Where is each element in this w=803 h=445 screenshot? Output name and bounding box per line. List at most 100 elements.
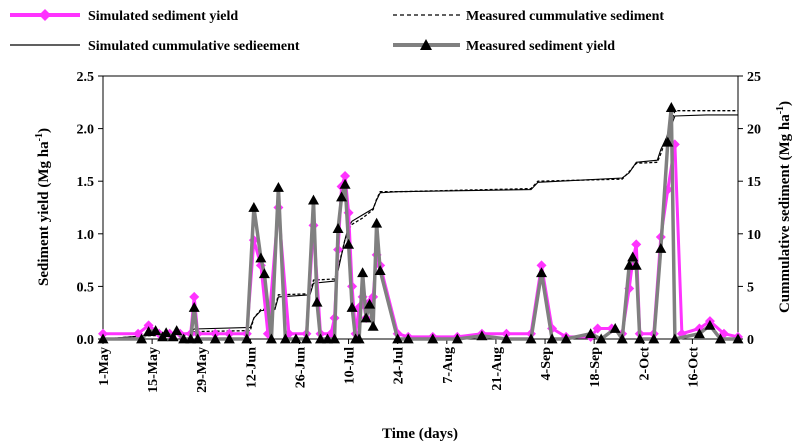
measured-yield-point bbox=[346, 301, 358, 312]
y-right-tick-label: 25 bbox=[747, 70, 761, 85]
x-tick-label: 21-Aug bbox=[490, 347, 505, 391]
triangle-icon bbox=[420, 39, 432, 50]
measured-yield-point bbox=[665, 102, 677, 112]
measured-yield-point bbox=[279, 333, 291, 344]
measured-yield-point bbox=[315, 333, 327, 344]
x-tick-label: 12-Jun bbox=[244, 347, 259, 388]
measured-yield-point bbox=[560, 333, 572, 344]
measured-yield-point bbox=[336, 191, 348, 202]
measured-yield-point bbox=[500, 333, 512, 344]
measured-yield-point bbox=[188, 301, 200, 312]
y-left-tick-label: 1.0 bbox=[77, 228, 95, 243]
x-tick-label: 1-May bbox=[97, 347, 112, 386]
y-left-tick-label: 1.5 bbox=[77, 175, 95, 190]
x-axis-title: Time (days) bbox=[382, 426, 458, 442]
simulated-yield-point bbox=[143, 320, 154, 331]
measured-yield-point bbox=[655, 243, 667, 253]
measured-yield-point bbox=[322, 333, 334, 344]
x-tick-label: 2-Oct bbox=[637, 347, 652, 381]
simulated-yield-point bbox=[340, 170, 351, 181]
legend-item-simulated-cumulative: Simulated cummulative sedieement bbox=[10, 39, 300, 54]
y-left-tick-label: 2.5 bbox=[77, 70, 95, 85]
x-tick-label: 24-Jul bbox=[392, 347, 407, 384]
y-axis-right-title: Cummulative sediment (Mg ha-1) bbox=[775, 101, 793, 313]
measured-yield-point bbox=[360, 312, 372, 323]
measured-yield-point bbox=[374, 265, 386, 276]
plot-area bbox=[102, 75, 739, 340]
measured-yield-point bbox=[167, 331, 179, 342]
measured-yield-point bbox=[648, 333, 660, 344]
measured-yield-point bbox=[357, 267, 369, 278]
measured-yield-point bbox=[525, 333, 537, 344]
measured-yield-point bbox=[255, 252, 267, 263]
axis-ticks: 0.0 0.5 1.0 1.5 2.0 2.5 0 5 10 15 20 25 1-May 15-May 2… bbox=[77, 70, 762, 393]
legend-item-measured-yield: Measured sediment yield bbox=[393, 39, 615, 54]
y-right-tick-label: 10 bbox=[747, 228, 761, 243]
simulated-yield-point bbox=[536, 260, 547, 271]
measured-yield-point bbox=[623, 259, 635, 270]
legend-item-measured-cumulative: Measured cummulative sediment bbox=[393, 9, 664, 24]
measured-yield-point bbox=[272, 182, 284, 192]
measured-yield-point bbox=[536, 267, 548, 278]
simulated-yield-line bbox=[103, 142, 739, 339]
x-tick-label: 26-Jun bbox=[293, 347, 308, 388]
simulated-yield-point bbox=[631, 239, 642, 250]
legend-item-simulated-sediment-yield: Simulated sediment yield bbox=[10, 9, 238, 24]
measured-yield-point bbox=[178, 333, 190, 344]
measured-yield-point bbox=[451, 333, 463, 344]
measured-yield-point bbox=[185, 333, 197, 344]
measured-yield-point bbox=[343, 238, 355, 249]
measured-yield-point bbox=[634, 333, 646, 344]
measured-yield-point bbox=[364, 298, 376, 309]
measured-yield-point bbox=[339, 178, 351, 189]
measured-yield-line bbox=[103, 105, 738, 341]
measured-yield-point bbox=[171, 325, 183, 335]
measured-yield-point bbox=[714, 333, 726, 344]
measured-cumulative-line bbox=[102, 110, 738, 340]
measured-yield-point bbox=[662, 136, 674, 147]
x-tick-label: 10-Jul bbox=[343, 347, 358, 384]
measured-yield-point bbox=[367, 320, 379, 331]
measured-yield-point bbox=[427, 333, 439, 344]
legend-label-simulated-yield: Simulated sediment yield bbox=[88, 9, 238, 24]
series-layer bbox=[97, 102, 744, 344]
y-right-tick-label: 20 bbox=[747, 123, 761, 138]
measured-yield-point bbox=[97, 333, 109, 344]
measured-yield-point bbox=[595, 333, 607, 344]
measured-yield-point bbox=[311, 296, 323, 307]
measured-yield-point bbox=[160, 327, 172, 338]
simulated-cumulative-line bbox=[102, 114, 738, 340]
measured-yield-point bbox=[371, 217, 383, 228]
measured-yield-point bbox=[265, 333, 277, 344]
measured-yield-point bbox=[332, 223, 344, 233]
measured-yield-point bbox=[209, 333, 221, 344]
measured-yield-point bbox=[732, 333, 744, 344]
legend-label-measured-cumulative: Measured cummulative sediment bbox=[466, 9, 664, 24]
y-right-tick-label: 5 bbox=[747, 280, 754, 295]
measured-yield-point bbox=[585, 328, 597, 339]
measured-yield-point bbox=[248, 202, 260, 212]
measured-yield-point bbox=[693, 328, 705, 339]
measured-yield-point bbox=[290, 333, 302, 344]
y-left-tick-label: 0.5 bbox=[77, 280, 95, 295]
measured-yield-point bbox=[300, 333, 312, 344]
simulated-yield-point bbox=[189, 291, 200, 302]
legend: Simulated sediment yield Measured cummul… bbox=[10, 9, 664, 54]
measured-yield-point bbox=[392, 333, 404, 344]
measured-yield-point bbox=[630, 259, 642, 270]
diamond-icon bbox=[39, 9, 51, 21]
y-right-tick-label: 15 bbox=[747, 175, 761, 190]
measured-yield-point bbox=[150, 325, 162, 335]
measured-yield-point bbox=[704, 319, 716, 330]
measured-yield-point bbox=[546, 333, 558, 344]
measured-yield-point bbox=[476, 330, 488, 341]
measured-yield-point bbox=[136, 333, 148, 344]
simulated-yield-point bbox=[592, 323, 603, 334]
measured-yield-point bbox=[241, 333, 253, 344]
measured-yield-point bbox=[223, 333, 235, 344]
y-axis-left-title: Sediment yield (Mg ha-1) bbox=[34, 128, 52, 286]
measured-yield-point bbox=[353, 333, 365, 344]
y-left-tick-label: 0.0 bbox=[77, 333, 95, 348]
measured-yield-point bbox=[616, 333, 628, 344]
